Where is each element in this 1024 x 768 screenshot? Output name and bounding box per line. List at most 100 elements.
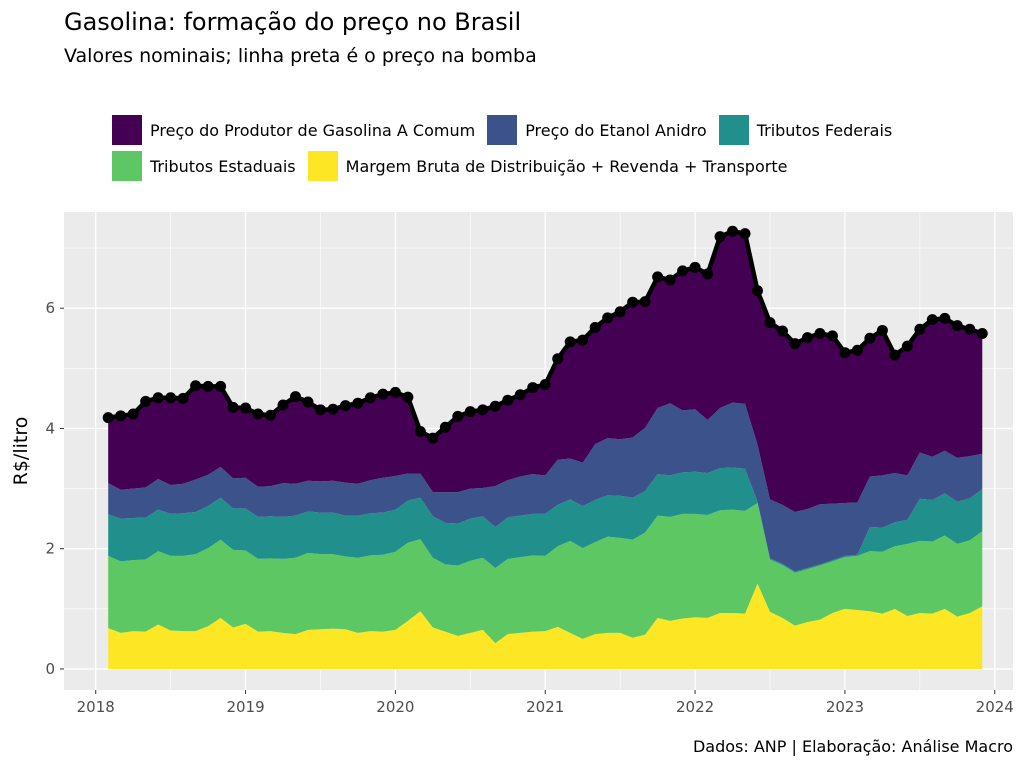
pump-price-point bbox=[514, 389, 526, 401]
pump-price-point bbox=[290, 391, 302, 403]
pump-price-point bbox=[102, 412, 114, 424]
pump-price-point bbox=[764, 317, 776, 329]
x-tick-label: 2022 bbox=[676, 698, 714, 716]
legend-label-margem: Margem Bruta de Distribuição + Revenda +… bbox=[345, 156, 788, 176]
pump-price-point bbox=[776, 325, 788, 337]
pump-price-point bbox=[789, 338, 801, 350]
pump-price-point bbox=[489, 400, 501, 412]
pump-price-point bbox=[115, 410, 127, 422]
pump-price-point bbox=[564, 336, 576, 348]
pump-price-point bbox=[739, 228, 751, 240]
pump-price-point bbox=[826, 330, 838, 342]
area-series-tributos-estaduais bbox=[108, 503, 983, 644]
pump-price-point bbox=[165, 392, 177, 404]
legend-item-produtor: Preço do Produtor de Gasolina A Comum bbox=[112, 115, 475, 145]
legend-row: Tributos Estaduais Margem Bruta de Distr… bbox=[112, 148, 1012, 184]
legend-label-federais: Tributos Federais bbox=[756, 120, 893, 140]
x-tick-label: 2023 bbox=[826, 698, 864, 716]
pump-price-point bbox=[140, 395, 152, 407]
legend-label-produtor: Preço do Produtor de Gasolina A Comum bbox=[150, 120, 476, 140]
pump-price-point bbox=[901, 340, 913, 352]
y-tick-label: 6 bbox=[45, 299, 55, 317]
x-tick-label: 2020 bbox=[376, 698, 414, 716]
pump-price-point bbox=[652, 271, 664, 283]
pump-price-point bbox=[190, 380, 202, 392]
pump-price-point bbox=[664, 274, 676, 286]
pump-price-point bbox=[951, 320, 963, 332]
pump-price-point bbox=[914, 323, 926, 335]
legend-item-etanol: Preço do Etanol Anidro bbox=[487, 115, 707, 145]
chart-title: Gasolina: formação do preço no Brasil bbox=[64, 8, 522, 36]
chart-subtitle: Valores nominais; linha preta é o preço … bbox=[64, 45, 537, 67]
pump-price-point bbox=[477, 404, 489, 416]
pump-price-point bbox=[801, 332, 813, 344]
pump-price-point bbox=[265, 409, 277, 421]
pump-price-point bbox=[851, 344, 863, 356]
pump-price-point bbox=[127, 408, 139, 420]
pump-price-point bbox=[939, 312, 951, 324]
pump-price-point bbox=[839, 347, 851, 359]
pump-price-point bbox=[302, 396, 314, 408]
pump-price-point bbox=[177, 392, 189, 404]
pump-price-point bbox=[964, 323, 976, 335]
x-tick-label: 2018 bbox=[77, 698, 115, 716]
legend-item-margem: Margem Bruta de Distribuição + Revenda +… bbox=[307, 151, 788, 181]
pump-price-point bbox=[452, 410, 464, 422]
pump-price-point bbox=[689, 261, 701, 273]
x-tick-label: 2021 bbox=[526, 698, 564, 716]
y-tick-label: 2 bbox=[45, 540, 55, 558]
pump-price-point bbox=[552, 353, 564, 365]
area-series-tributos-federais bbox=[108, 467, 983, 573]
area-series-preco-do-etanol bbox=[108, 402, 983, 572]
legend: Preço do Produtor de Gasolina A Comum Pr… bbox=[112, 112, 1012, 184]
legend-row: Preço do Produtor de Gasolina A Comum Pr… bbox=[112, 112, 1012, 148]
pump-price-point bbox=[215, 380, 227, 392]
pump-price-point bbox=[240, 402, 252, 414]
pump-price-point bbox=[614, 306, 626, 318]
source-caption: Dados: ANP | Elaboração: Análise Macro bbox=[692, 737, 1013, 756]
pump-price-point bbox=[252, 408, 264, 420]
pump-price-point bbox=[439, 421, 451, 433]
pump-price-point bbox=[627, 296, 639, 308]
pump-price-point bbox=[427, 432, 439, 444]
pump-price-point bbox=[589, 321, 601, 333]
legend-swatch-estaduais bbox=[112, 151, 142, 181]
pump-price-point bbox=[714, 231, 726, 243]
pump-price-point bbox=[727, 225, 739, 237]
legend-item-estaduais: Tributos Estaduais bbox=[112, 151, 296, 181]
pump-price-point bbox=[602, 312, 614, 324]
pump-price-point bbox=[464, 406, 476, 418]
pump-price-point bbox=[327, 403, 339, 415]
pump-price-point bbox=[702, 268, 714, 280]
pump-price-point bbox=[539, 379, 551, 391]
legend-swatch-produtor bbox=[112, 115, 142, 145]
pump-price-point bbox=[889, 349, 901, 361]
legend-swatch-etanol bbox=[487, 115, 518, 145]
legend-label-estaduais: Tributos Estaduais bbox=[150, 156, 296, 176]
pump-price-point bbox=[377, 388, 389, 400]
pump-price-point bbox=[677, 265, 689, 277]
pump-price-point bbox=[402, 391, 414, 403]
pump-price-point bbox=[502, 394, 514, 406]
area-series-margem-bruta-de bbox=[108, 583, 983, 669]
x-tick-label: 2019 bbox=[226, 698, 264, 716]
legend-swatch-federais bbox=[718, 115, 749, 145]
pump-price-point bbox=[277, 399, 289, 411]
legend-item-federais: Tributos Federais bbox=[718, 115, 893, 145]
y-axis-title: R$/litro bbox=[10, 417, 32, 486]
pump-price-point bbox=[339, 400, 351, 412]
pump-price-point bbox=[864, 332, 876, 344]
pump-price-point bbox=[577, 334, 589, 346]
pump-price-point bbox=[926, 314, 938, 326]
pump-price-point bbox=[152, 392, 164, 404]
pump-price-point bbox=[227, 401, 239, 413]
x-tick-label: 2024 bbox=[976, 698, 1014, 716]
legend-swatch-margem bbox=[307, 151, 338, 181]
pump-price-point bbox=[527, 382, 539, 394]
pump-price-point bbox=[352, 397, 364, 409]
pump-price-point bbox=[814, 327, 826, 339]
pump-price-point bbox=[414, 425, 426, 437]
pump-price-point bbox=[876, 324, 888, 336]
y-tick-label: 0 bbox=[45, 660, 55, 678]
